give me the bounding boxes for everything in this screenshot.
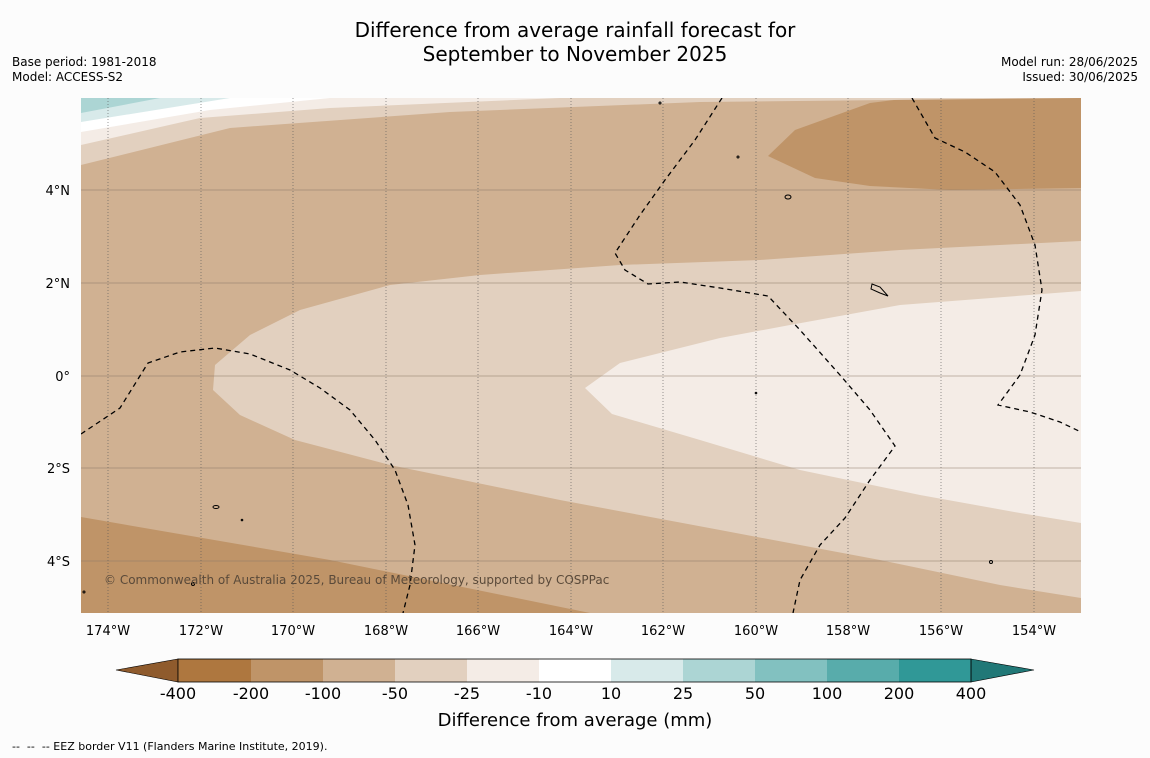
island-1: [784, 194, 792, 200]
colorbar-label: -25: [454, 684, 480, 703]
colorbar-segment: [467, 659, 539, 682]
region-light-top: [81, 98, 1081, 165]
colorbar-segment: [178, 659, 251, 682]
colorbar: -400 -200 -100 -50 -25 -10 10 25 50 100 …: [115, 658, 1035, 731]
lon-tick-label: 156°W: [919, 624, 963, 639]
island-9: [240, 518, 244, 522]
copyright-text: © Commonwealth of Australia 2025, Bureau…: [104, 573, 609, 587]
map-panel: © Commonwealth of Australia 2025, Bureau…: [81, 98, 1081, 613]
island-8: [754, 391, 758, 395]
lon-tick-label: 158°W: [826, 624, 870, 639]
colorbar-segment: [251, 659, 323, 682]
colorbar-label: 400: [956, 684, 987, 703]
island-2: [870, 283, 889, 297]
colorbar-label: 25: [673, 684, 693, 703]
colorbar-segment: [899, 659, 971, 682]
lon-tick-label: 172°W: [179, 624, 223, 639]
map-title: Difference from average rainfall forecas…: [0, 18, 1150, 66]
colorbar-label: -50: [382, 684, 408, 703]
model-text: Model: ACCESS-S2: [12, 70, 124, 84]
lon-tick-label: 170°W: [271, 624, 315, 639]
region-lightest-band: [585, 291, 1081, 523]
lon-tick-label: 162°W: [641, 624, 685, 639]
island-3: [212, 505, 220, 509]
colorbar-label: 10: [601, 684, 621, 703]
lon-tick-label: 168°W: [364, 624, 408, 639]
island-4: [736, 155, 740, 159]
colorbar-label: 100: [812, 684, 843, 703]
lon-tick-label: 160°W: [734, 624, 778, 639]
colorbar-segment: [539, 659, 611, 682]
title-line-2: September to November 2025: [422, 42, 728, 66]
colorbar-segment: [611, 659, 683, 682]
lat-tick-label: 4°S: [47, 555, 70, 570]
colorbar-segment: [827, 659, 899, 682]
eez-borders: [81, 98, 1081, 613]
colorbar-label: 50: [745, 684, 765, 703]
colorbar-high-extension: [970, 658, 1035, 683]
island-5: [658, 101, 662, 105]
region-dry-top: [768, 98, 1081, 190]
eez-footnote: -- -- -- EEZ border V11 (Flanders Marine…: [12, 740, 328, 753]
eez-border-east: [911, 98, 1081, 433]
lat-tick-label: 2°N: [46, 277, 71, 292]
colorbar-label: -400: [160, 684, 196, 703]
lon-tick-label: 166°W: [456, 624, 500, 639]
lat-tick-label: 4°N: [46, 184, 71, 199]
lon-tick-label: 174°W: [86, 624, 130, 639]
grid-lines: [81, 98, 1081, 613]
model-run-text: Model run: 28/06/2025: [1000, 55, 1138, 69]
lat-tick-label: 2°S: [47, 462, 70, 477]
colorbar-segment: [323, 659, 395, 682]
island-10: [82, 590, 86, 594]
meta-right: Model run: 28/06/2025 Issued: 30/06/2025: [1001, 55, 1138, 85]
region-wetter-top: [81, 98, 160, 113]
meta-left: Base period: 1981-2018 Model: ACCESS-S2: [12, 55, 157, 85]
eez-border-central: [614, 98, 896, 613]
colorbar-title: Difference from average (mm): [438, 710, 713, 731]
colorbar-low-extension: [115, 658, 179, 683]
latitude-axis: 4°N 2°N 0° 2°S 4°S: [46, 184, 71, 570]
lat-tick-label: 0°: [55, 370, 70, 385]
title-line-1: Difference from average rainfall forecas…: [354, 18, 796, 42]
longitude-axis: 174°W 172°W 170°W 168°W 166°W 164°W 162°…: [86, 624, 1056, 639]
region-dry-bottom: [81, 517, 590, 613]
colorbar-label: -200: [233, 684, 269, 703]
colorbar-label: -100: [305, 684, 341, 703]
island-6: [191, 582, 195, 586]
colorbar-label: 200: [884, 684, 915, 703]
colorbar-segment: [395, 659, 467, 682]
issued-text: Issued: 30/06/2025: [1022, 70, 1138, 84]
lon-tick-label: 164°W: [549, 624, 593, 639]
base-period-text: Base period: 1981-2018: [12, 55, 157, 69]
eez-border-west: [81, 347, 416, 613]
colorbar-outline: [177, 658, 972, 683]
islands: [82, 101, 993, 594]
colorbar-segment: [683, 659, 755, 682]
colorbar-label: -10: [526, 684, 552, 703]
lon-tick-label: 154°W: [1012, 624, 1056, 639]
colorbar-segment: [755, 659, 827, 682]
island-7: [989, 560, 993, 564]
